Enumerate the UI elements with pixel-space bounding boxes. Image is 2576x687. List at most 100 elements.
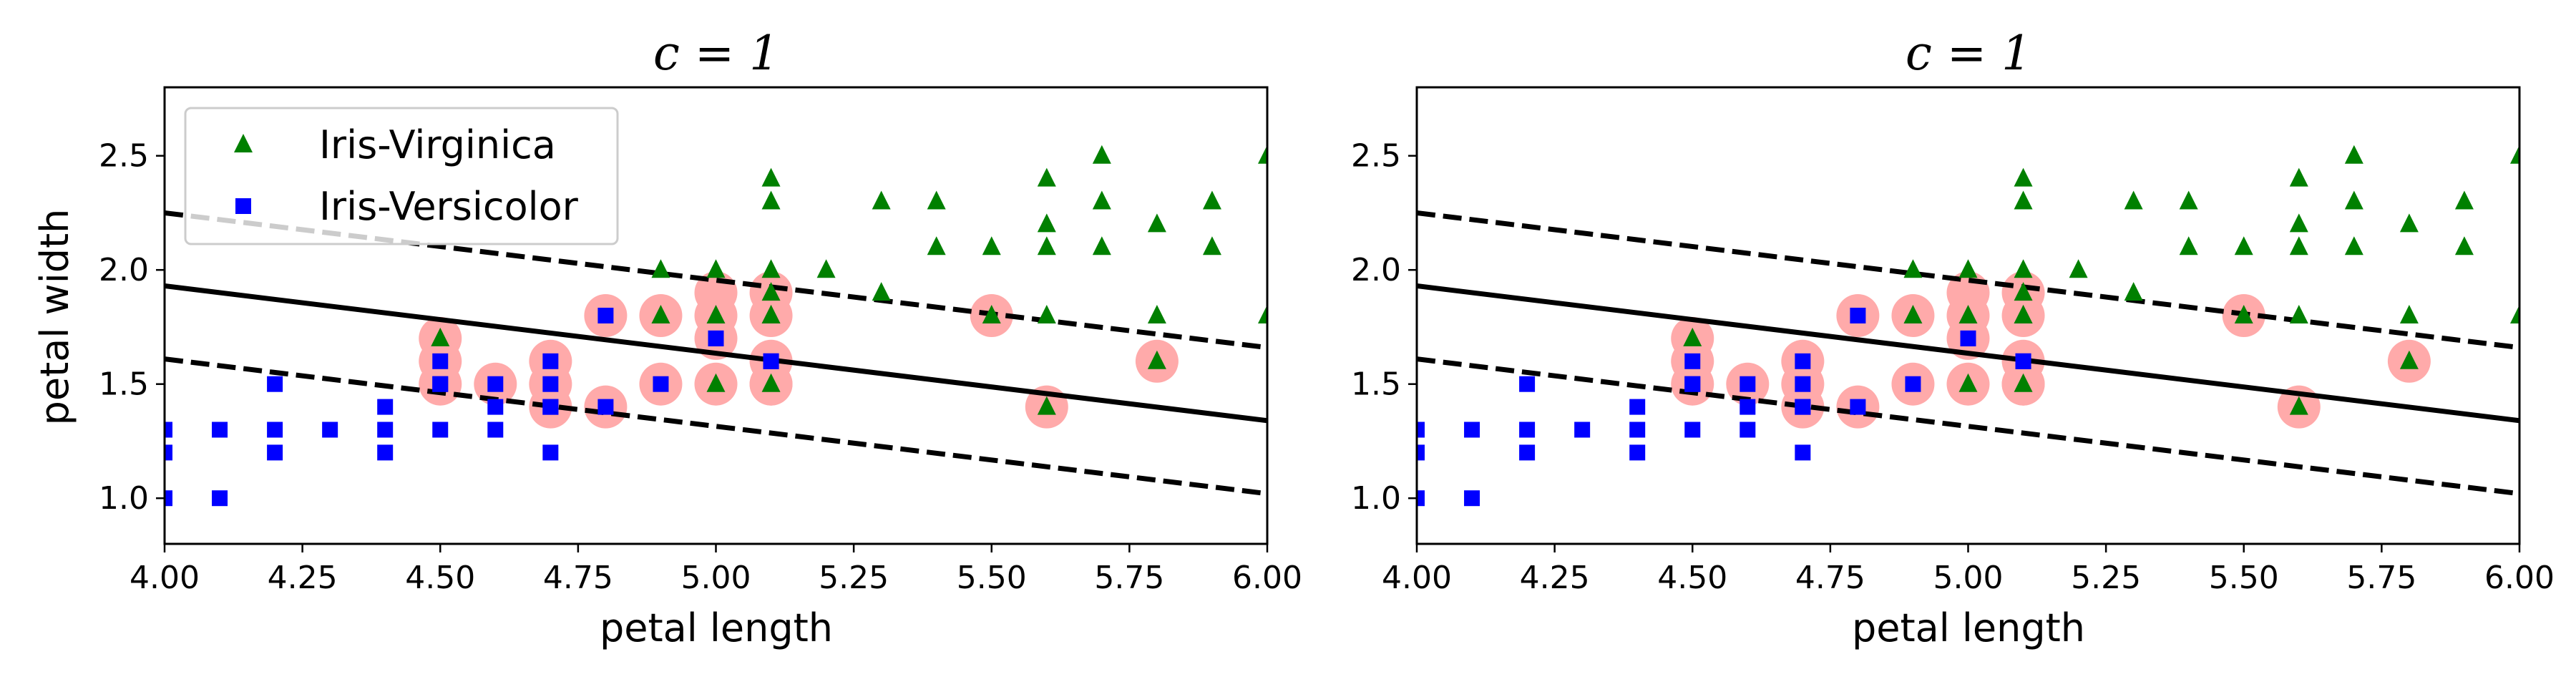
virginica-point (2124, 282, 2143, 301)
y-tick-label: 1.5 (1351, 366, 1401, 403)
virginica-point (1258, 145, 1267, 164)
virginica-point (1037, 213, 1056, 233)
versicolor-point (165, 490, 172, 507)
virginica-point (2014, 259, 2033, 278)
x-tick-label: 5.00 (681, 560, 751, 596)
x-tick-label: 5.75 (1094, 560, 1164, 596)
versicolor-point (1850, 308, 1866, 323)
x-tick-label: 4.75 (1795, 560, 1865, 596)
versicolor-point (1795, 353, 1811, 369)
virginica-point (761, 305, 781, 323)
virginica-point (2289, 213, 2308, 233)
virginica-point (1092, 190, 1111, 210)
versicolor-point (1519, 444, 1536, 461)
versicolor-point (1519, 422, 1536, 438)
legend-virginica-marker (234, 134, 253, 152)
y-tick-label: 2.5 (1351, 138, 1401, 175)
virginica-point (2014, 190, 2033, 210)
virginica-point (2510, 305, 2519, 323)
virginica-point (872, 282, 891, 301)
x-tick-label: 4.25 (268, 560, 338, 596)
versicolor-point (212, 490, 228, 507)
versicolor-point (1795, 399, 1811, 415)
virginica-point (2234, 236, 2253, 255)
y-tick-label: 1.0 (1351, 480, 1401, 517)
versicolor-point (597, 399, 614, 415)
virginica-point (651, 259, 670, 278)
virginica-point (982, 236, 1001, 255)
versicolor-point (377, 444, 394, 461)
decision-boundary-line (1417, 283, 2519, 424)
virginica-point (1903, 305, 1923, 323)
virginica-point (2344, 145, 2363, 164)
legend-label-virginica: Iris-Virginica (319, 122, 556, 167)
versicolor-point (542, 444, 559, 461)
versicolor-point (1629, 422, 1646, 438)
versicolor-point (1905, 376, 1921, 392)
y-tick-label: 1.5 (99, 366, 149, 403)
y-tick-label: 2.5 (99, 138, 149, 175)
virginica-point (431, 327, 450, 346)
versicolor-point (1740, 399, 1756, 415)
legend-versicolor-marker (235, 198, 251, 214)
versicolor-point (1464, 422, 1480, 438)
virginica-point (2510, 145, 2519, 164)
virginica-point (2014, 373, 2033, 392)
versicolor-point (1740, 376, 1756, 392)
virginica-point (1903, 259, 1923, 278)
virginica-point (2179, 190, 2198, 210)
legend: Iris-Virginica Iris-Versicolor (184, 107, 619, 245)
versicolor-point (542, 399, 559, 415)
versicolor-point (267, 444, 283, 461)
versicolor-point (1519, 376, 1536, 392)
virginica-point (2454, 236, 2474, 255)
virginica-point (1683, 327, 1702, 346)
virginica-point (761, 190, 781, 210)
versicolor-point (432, 376, 449, 392)
x-tick-label: 5.50 (2209, 560, 2279, 596)
versicolor-point (708, 330, 724, 346)
x-tick-label: 5.25 (819, 560, 889, 596)
versicolor-point (597, 308, 614, 323)
x-tick-label: 4.25 (1520, 560, 1590, 596)
virginica-point (2344, 190, 2363, 210)
x-axis-label: petal length (600, 605, 833, 651)
versicolor-point (2015, 353, 2031, 369)
versicolor-point (542, 353, 559, 369)
versicolor-point (1795, 444, 1811, 461)
versicolor-point (322, 422, 338, 438)
chart-title: c = 1 (1906, 26, 2031, 81)
virginica-point (2289, 167, 2308, 187)
virginica-point (1092, 145, 1111, 164)
versicolor-point (1629, 444, 1646, 461)
versicolor-point (377, 399, 394, 415)
legend-box (184, 107, 619, 245)
x-tick-label: 5.75 (2346, 560, 2416, 596)
versicolor-point (432, 353, 449, 369)
versicolor-point (487, 376, 504, 392)
virginica-point (927, 236, 946, 255)
virginica-point (1258, 305, 1267, 323)
virginica-point (651, 305, 670, 323)
versicolor-point (1795, 376, 1811, 392)
virginica-point (1147, 305, 1166, 323)
x-tick-label: 6.00 (1232, 560, 1302, 596)
virginica-point (1037, 305, 1056, 323)
versicolor-point (212, 422, 228, 438)
plot-area (165, 145, 1267, 507)
virginica-point (761, 373, 781, 392)
plot-area (1417, 145, 2519, 507)
versicolor-point (165, 444, 172, 461)
y-tick-label: 2.0 (99, 252, 149, 288)
y-axis-label: petal width (32, 209, 77, 426)
x-axis-label: petal length (1852, 605, 2085, 651)
versicolor-point (542, 376, 559, 392)
virginica-point (2014, 282, 2033, 301)
chart-title: c = 1 (653, 26, 779, 81)
virginica-point (1958, 305, 1978, 323)
virginica-point (2124, 190, 2143, 210)
x-tick-label: 5.50 (957, 560, 1027, 596)
virginica-point (2344, 236, 2363, 255)
virginica-point (1958, 373, 1978, 392)
